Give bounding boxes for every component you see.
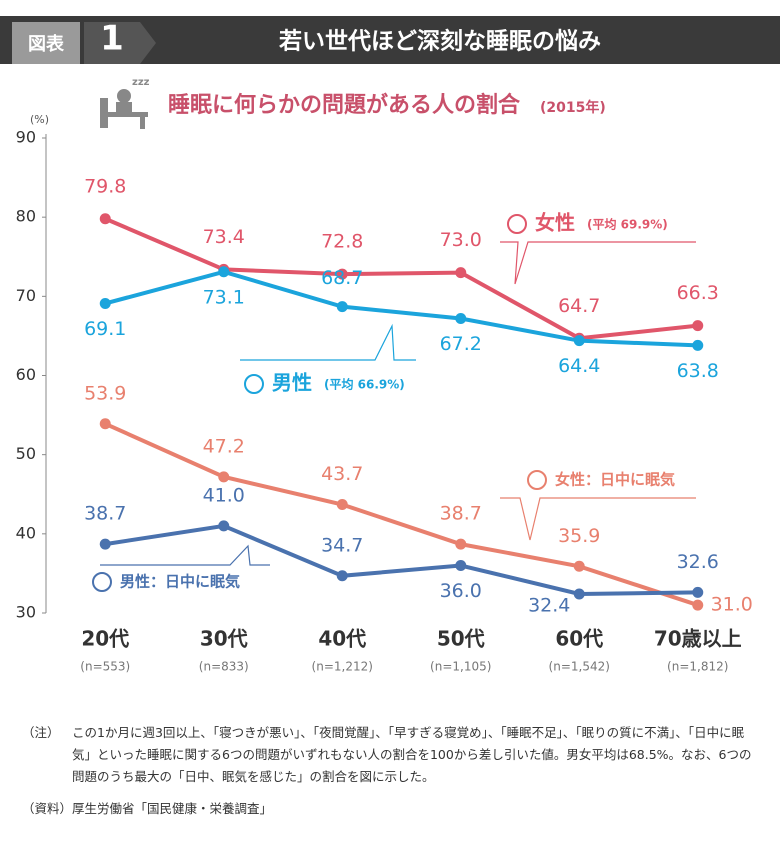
data-label: 32.4 <box>528 595 570 617</box>
chart: 図表 1 若い世代ほど深刻な睡眠の悩み zzz 睡眠に何らかの問題がある人の割合… <box>0 16 780 674</box>
data-point <box>455 313 467 324</box>
data-point <box>455 538 467 550</box>
x-tick-note: (n=553) <box>80 660 130 674</box>
legend-icon <box>92 572 112 592</box>
source-row: （資料） 厚生労働省「国民健康・栄養調査」 <box>22 798 762 820</box>
legend-label: 男性：日中に眠気 <box>120 573 240 591</box>
data-point <box>455 560 467 571</box>
legend-icon <box>527 470 547 490</box>
data-point <box>336 268 348 280</box>
data-label: 73.0 <box>440 229 482 251</box>
data-label: 69.1 <box>84 318 126 340</box>
legend-label: 男性 <box>272 371 312 395</box>
data-label: 31.0 <box>711 594 753 616</box>
series-line <box>104 523 698 597</box>
data-label: 63.8 <box>677 360 719 382</box>
x-tick-note: (n=1,812) <box>667 660 728 674</box>
data-point <box>336 499 348 511</box>
data-point <box>573 588 585 600</box>
data-point <box>573 335 585 347</box>
data-point <box>573 560 585 572</box>
data-point <box>99 297 111 309</box>
data-label: 35.9 <box>558 525 600 547</box>
data-point <box>692 599 704 611</box>
note-text: この1か月に週3回以上、「寝つきが悪い」、「夜間覚醒」、「早すぎる寝覚め」、「睡… <box>72 725 752 784</box>
legend-average: (平均 69.9%) <box>587 217 668 232</box>
data-label: 38.7 <box>84 503 126 525</box>
data-label: 32.6 <box>677 551 719 573</box>
x-tick-note: (n=1,542) <box>549 660 610 674</box>
svg-text:zzz: zzz <box>132 77 150 88</box>
legend-icon <box>244 374 264 394</box>
legend-label: 女性 <box>535 211 575 235</box>
data-point <box>692 339 704 351</box>
y-tick-label: 90 <box>16 128 36 147</box>
data-point <box>99 418 111 430</box>
header-title: 若い世代ほど深刻な睡眠の悩み <box>279 28 601 55</box>
data-point <box>336 301 348 313</box>
data-point <box>692 586 704 598</box>
data-label: 53.9 <box>84 382 126 404</box>
note-label: （注） <box>22 725 60 740</box>
data-label: 72.8 <box>321 231 363 253</box>
data-label: 64.4 <box>558 355 600 377</box>
chart-subtitle: (2015年) <box>540 99 606 116</box>
data-label: 67.2 <box>440 333 482 355</box>
header-tag: 図表 <box>28 33 65 55</box>
callouts <box>100 241 696 566</box>
series-line <box>104 421 699 607</box>
x-tick-label: 60代 <box>555 627 603 651</box>
notes: （注） この1か月に週3回以上、「寝つきが悪い」、「夜間覚醒」、「早すぎる寝覚め」… <box>22 722 762 830</box>
data-point <box>218 471 230 483</box>
series-line <box>104 269 698 348</box>
legend-average: (平均 66.9%) <box>324 377 405 392</box>
header-number: 1 <box>100 19 124 59</box>
legend-icon <box>507 214 527 234</box>
data-point <box>99 538 111 550</box>
y-unit: (%) <box>30 113 49 126</box>
tag-box <box>12 22 80 64</box>
x-tick-label: 30代 <box>200 627 248 651</box>
y-tick-label: 60 <box>16 365 36 384</box>
y-tick-label: 30 <box>16 603 36 622</box>
number-tab <box>84 22 156 64</box>
data-label: 64.7 <box>558 295 600 317</box>
source-text: 厚生労働省「国民健康・栄養調査」 <box>72 801 273 816</box>
data-point <box>336 570 348 582</box>
data-label: 38.7 <box>440 503 482 525</box>
x-tick-note: (n=1,105) <box>430 660 491 674</box>
source-label: （資料） <box>22 801 73 816</box>
y-tick-label: 40 <box>16 523 36 542</box>
data-label: 73.4 <box>203 226 245 248</box>
y-tick-label: 80 <box>16 207 36 226</box>
series-line <box>104 216 698 341</box>
data-point <box>692 320 704 332</box>
data-label: 66.3 <box>677 282 719 304</box>
data-label: 47.2 <box>203 435 245 457</box>
data-point <box>455 267 467 279</box>
data-label: 68.7 <box>321 267 363 289</box>
x-tick-label: 20代 <box>81 627 129 651</box>
y-tick-label: 70 <box>16 286 36 305</box>
data-label: 41.0 <box>203 484 245 506</box>
data-point <box>99 213 111 225</box>
sleep-icon: zzz <box>100 77 150 129</box>
y-tick-label: 50 <box>16 444 36 463</box>
data-point <box>218 266 230 278</box>
data-label: 34.7 <box>321 534 363 556</box>
data-label: 36.0 <box>440 580 482 602</box>
x-tick-label: 40代 <box>318 627 366 651</box>
note-row: （注） この1か月に週3回以上、「寝つきが悪い」、「夜間覚醒」、「早すぎる寝覚め」… <box>22 722 762 788</box>
x-tick-note: (n=833) <box>199 660 249 674</box>
data-label: 43.7 <box>321 463 363 485</box>
data-point <box>218 520 230 532</box>
x-tick-note: (n=1,212) <box>312 660 373 674</box>
data-label: 79.8 <box>84 175 126 197</box>
x-tick-label: 70歳以上 <box>654 627 742 651</box>
chart-title: 睡眠に何らかの問題がある人の割合 <box>168 92 521 118</box>
data-label: 73.1 <box>203 286 245 308</box>
legend-label: 女性：日中に眠気 <box>555 471 675 489</box>
x-tick-label: 50代 <box>437 627 485 651</box>
